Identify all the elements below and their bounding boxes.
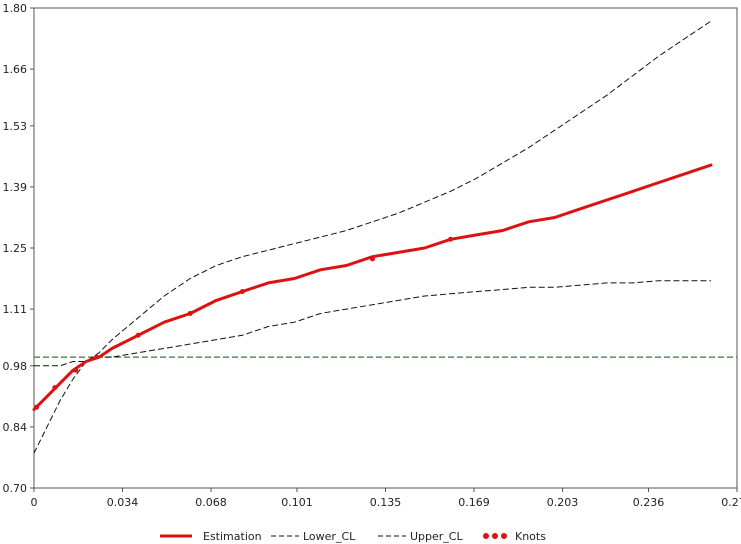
legend-swatch-knot-dot bbox=[501, 533, 507, 539]
knots-group bbox=[34, 236, 454, 410]
lower-cl-line bbox=[34, 280, 711, 367]
knot-point bbox=[448, 236, 454, 242]
y-tick-label: 1.39 bbox=[3, 181, 28, 194]
y-tick-label: 1.53 bbox=[3, 120, 28, 133]
y-tick-label: 1.66 bbox=[3, 63, 28, 76]
legend-label: Upper_CL bbox=[410, 530, 463, 543]
knot-point bbox=[239, 289, 245, 295]
x-tick-label: 0.203 bbox=[547, 496, 579, 509]
y-tick-label: 1.11 bbox=[3, 303, 28, 316]
y-axis: 0.70 0.84 0.98 1.11 1.25 1.39 1.53 1.66 1.80 bbox=[3, 2, 34, 495]
x-tick-label: 0.169 bbox=[458, 496, 490, 509]
y-tick-label: 1.25 bbox=[3, 242, 28, 255]
knot-point bbox=[34, 404, 40, 410]
legend-label: Knots bbox=[515, 530, 546, 543]
plot-area-frame bbox=[33, 7, 738, 489]
y-tick-label: 1.80 bbox=[3, 2, 28, 15]
x-tick-label: 0.135 bbox=[370, 496, 402, 509]
knot-point bbox=[135, 332, 141, 338]
x-tick-label: 0.101 bbox=[281, 496, 313, 509]
x-tick-label: 0 bbox=[31, 496, 38, 509]
legend-swatch-knot-dot bbox=[483, 533, 489, 539]
x-tick-label: 0.068 bbox=[195, 496, 227, 509]
x-tick-label: 0.270 bbox=[721, 496, 741, 509]
series-group bbox=[32, 20, 713, 454]
knot-point bbox=[93, 354, 99, 360]
x-axis: 0 0.034 0.068 0.101 0.135 0.169 0.203 0.236 0.27… bbox=[31, 488, 741, 509]
knot-point bbox=[73, 367, 79, 373]
upper-cl-line bbox=[33, 20, 712, 454]
legend-label: Estimation bbox=[203, 530, 262, 543]
y-tick-label: 0.70 bbox=[3, 482, 28, 495]
x-tick-label: 0.034 bbox=[107, 496, 139, 509]
knot-point bbox=[369, 256, 375, 262]
x-tick-label: 0.236 bbox=[633, 496, 665, 509]
legend: Estimation Lower_CL Upper_CL Knots bbox=[160, 530, 546, 543]
y-tick-label: 0.98 bbox=[3, 360, 28, 373]
estimation-line bbox=[32, 163, 713, 411]
knot-point bbox=[187, 310, 193, 316]
legend-label: Lower_CL bbox=[303, 530, 356, 543]
knot-point bbox=[52, 385, 58, 391]
y-tick-label: 0.84 bbox=[3, 421, 28, 434]
legend-swatch-knot-dot bbox=[492, 533, 498, 539]
